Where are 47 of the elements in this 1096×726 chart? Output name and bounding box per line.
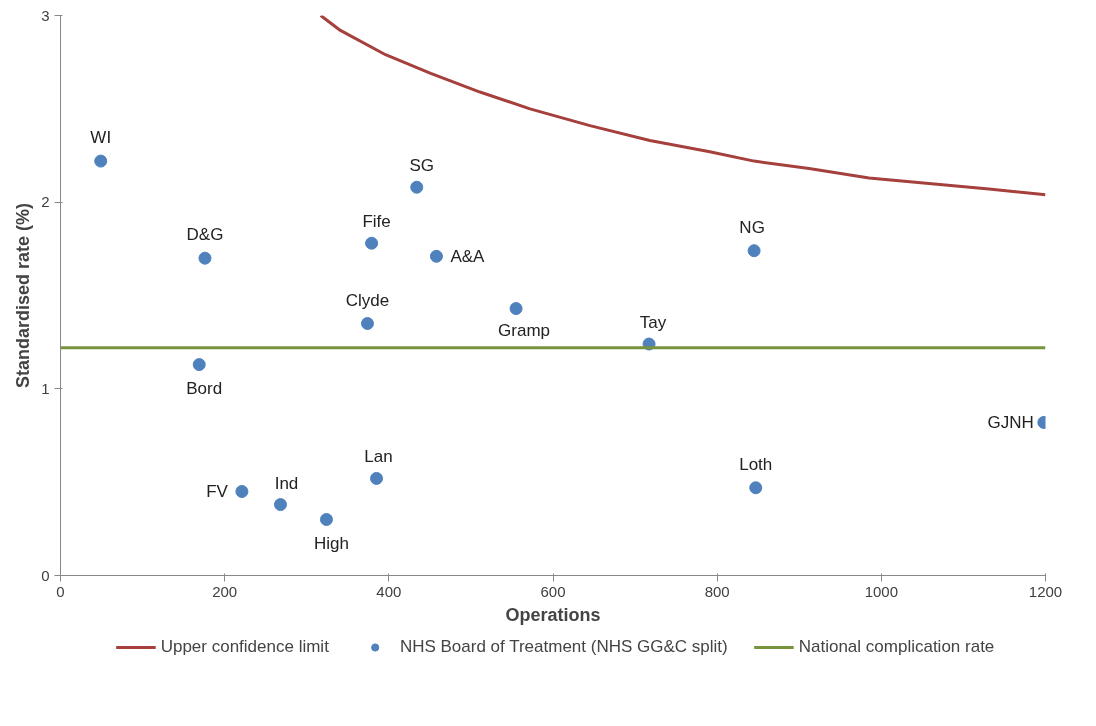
annotation: High [313, 533, 349, 553]
point [235, 485, 249, 498]
x-tick-label: 400 [376, 582, 402, 600]
annotation: A&A [450, 246, 486, 266]
point [192, 358, 206, 372]
annotation: Ind [274, 473, 299, 493]
annotation: Lan [364, 447, 393, 467]
x-tick-label: 600 [540, 582, 566, 600]
point [319, 513, 333, 526]
point [273, 498, 287, 512]
line-series [319, 15, 1046, 197]
legend-label: Upper confidence limit [160, 637, 329, 657]
point [429, 249, 443, 263]
x-tick-label: 1000 [864, 582, 899, 600]
y-tick-label: 3 [41, 6, 50, 24]
annotation: Clyde [345, 290, 390, 310]
point [365, 236, 379, 250]
x-tick-label: 200 [212, 582, 238, 600]
y-axis-title: Standardised rate (%) [13, 202, 34, 389]
annotation: D&G [186, 225, 224, 245]
x-tick-label: 1200 [1028, 582, 1063, 600]
point [509, 302, 523, 316]
y-tick-label: 1 [41, 379, 50, 397]
annotation: GJNH [987, 412, 1034, 432]
annotation: NG [739, 217, 765, 237]
annotation: Tay [639, 313, 667, 333]
point [198, 251, 212, 265]
x-axis-title: Operations [505, 604, 601, 625]
x-tick-label: 800 [704, 582, 730, 600]
point [370, 471, 384, 485]
point [747, 244, 761, 258]
point [360, 317, 374, 330]
legend-label: NHS Board of Treatment (NHS GG&C split) [399, 637, 728, 657]
annotation: SG [409, 156, 435, 176]
point [410, 180, 424, 194]
annotation: WI [90, 128, 112, 148]
point [749, 481, 763, 495]
annotation: Bord [186, 378, 223, 398]
annotation: FV [206, 482, 229, 501]
y-tick-label: 2 [41, 193, 50, 211]
annotation: Fife [362, 212, 391, 232]
annotation: Gramp [498, 320, 551, 340]
legend-label: National complication rate [798, 637, 995, 657]
x-tick-label: 0 [56, 582, 65, 600]
y-tick-label: 0 [41, 566, 50, 584]
annotation: Loth [739, 454, 773, 474]
point [94, 154, 108, 168]
